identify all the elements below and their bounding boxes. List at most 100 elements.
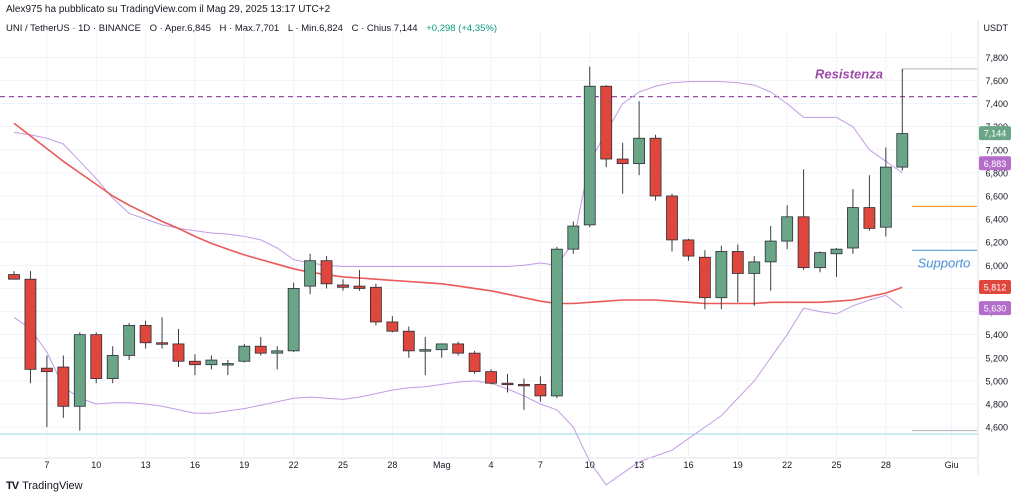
low-value: L · Min.6,824	[287, 23, 343, 34]
y-tick-label: 7,000	[985, 145, 1008, 155]
candle-body	[402, 330, 415, 352]
symbol-label: UNI / TetherUS · 1D · BINANCE	[6, 23, 141, 34]
candle-body	[468, 352, 481, 373]
candle-body	[123, 325, 136, 356]
high-value: H · Max.7,701	[219, 23, 280, 34]
price-badge-label: 7,144	[984, 129, 1007, 139]
candle-body	[699, 256, 711, 299]
change-value: +0,298 (+4,35%)	[426, 23, 497, 34]
bollinger-bands	[13, 81, 903, 486]
resistance-label: Resistenza	[815, 67, 883, 82]
candle-body	[8, 274, 20, 280]
x-tick-label: 7	[44, 460, 49, 470]
candle-body	[435, 343, 448, 351]
candle-body	[41, 367, 53, 373]
x-tick-label: 7	[538, 460, 543, 470]
y-tick-label: 5,200	[985, 353, 1008, 363]
candle-body	[748, 261, 761, 274]
level-lines	[0, 68, 978, 435]
candle-body	[666, 195, 678, 241]
candle-body	[73, 334, 86, 407]
open-value: O · Aper.6,845	[149, 23, 211, 34]
candle-body	[518, 383, 530, 387]
candle-body	[814, 252, 826, 269]
candle-body	[369, 286, 382, 323]
candle-body	[304, 260, 317, 287]
candle-body	[57, 366, 70, 407]
x-tick-label: 13	[634, 460, 644, 470]
candle-body	[583, 85, 596, 226]
candle-body	[682, 239, 695, 257]
candle-body	[797, 216, 810, 269]
y-tick-label: 6,000	[985, 261, 1008, 271]
x-tick-label: 4	[489, 460, 494, 470]
candle-body	[534, 383, 547, 397]
annotations: 7,144 6,883 5,812 5,630 Resistenza Supporto	[815, 67, 1011, 316]
x-tick-label: 22	[782, 460, 792, 470]
candle-body	[863, 207, 876, 229]
symbol-info: UNI / TetherUS · 1D · BINANCE O · Aper.6…	[6, 23, 497, 34]
bollinger-lower-line	[13, 294, 903, 486]
candle-body	[896, 133, 909, 168]
candle-body	[600, 85, 613, 160]
x-tick-label: 25	[338, 460, 348, 470]
candle-body	[847, 207, 859, 249]
y-tick-label: 6,400	[985, 215, 1008, 225]
x-tick-label: 13	[141, 460, 151, 470]
candle-body	[238, 345, 251, 362]
tradingview-logo-icon: TV	[6, 480, 19, 492]
candle-body	[501, 382, 514, 386]
candle-body	[452, 343, 465, 354]
x-tick-label: 16	[683, 460, 693, 470]
candle-body	[189, 360, 201, 366]
publish-info: Alex975 ha pubblicato su TradingView.com…	[6, 4, 331, 15]
candle-body	[550, 248, 563, 397]
y-tick-label: 7,600	[985, 76, 1008, 86]
bollinger-upper-line	[13, 81, 903, 267]
currency-label: USDT	[984, 23, 1009, 33]
price-badge-label: 5,812	[984, 283, 1007, 293]
candle-body	[830, 248, 843, 255]
candle-body	[221, 363, 234, 366]
candle-body	[419, 349, 432, 352]
candle-body	[156, 342, 168, 345]
y-tick-label: 6,600	[985, 192, 1008, 202]
grid	[0, 30, 978, 456]
candle-body	[386, 321, 399, 332]
candle-body	[616, 158, 629, 165]
y-tick-label: 5,400	[985, 330, 1008, 340]
candle-body	[567, 225, 580, 250]
candle-body	[781, 216, 794, 242]
brand-name: TradingView	[22, 480, 83, 492]
x-tick-label: 10	[91, 460, 101, 470]
y-tick-label: 4,800	[985, 400, 1008, 410]
price-badge-label: 6,883	[984, 159, 1007, 169]
x-tick-label: 19	[733, 460, 743, 470]
y-tick-label: 7,800	[985, 53, 1008, 63]
support-label: Supporto	[918, 255, 971, 270]
candles	[8, 66, 909, 431]
price-badge	[979, 301, 1011, 316]
candle-body	[271, 350, 284, 354]
y-tick-label: 5,000	[985, 376, 1008, 386]
candle-body	[879, 166, 892, 228]
tradingview-brand[interactable]: TV TradingView	[6, 480, 83, 492]
price-badge	[979, 280, 1011, 295]
candle-body	[649, 137, 662, 197]
x-tick-label: Giu	[945, 460, 959, 470]
x-tick-label: 16	[190, 460, 200, 470]
candle-body	[764, 240, 777, 263]
price-badge	[979, 156, 1011, 171]
y-tick-label: 6,200	[985, 238, 1008, 248]
candle-body	[205, 359, 218, 366]
candle-body	[485, 371, 497, 384]
candle-body	[353, 285, 366, 289]
candle-body	[731, 251, 744, 274]
y-tick-label: 4,600	[985, 423, 1008, 433]
high-marker-line	[901, 68, 977, 71]
candle-body	[90, 334, 103, 379]
x-tick-label: 25	[831, 460, 841, 470]
price-badge-label: 5,630	[984, 304, 1007, 314]
candle-body	[320, 260, 333, 285]
